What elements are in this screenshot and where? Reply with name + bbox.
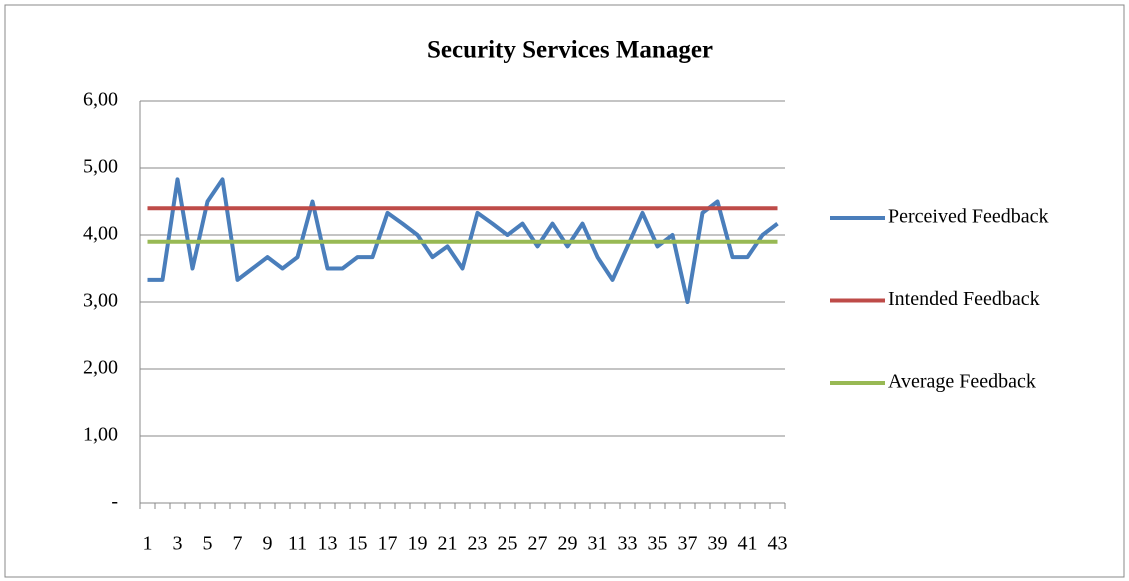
- x-tick-label: 25: [498, 533, 518, 555]
- y-tick-label: 2,00: [83, 357, 118, 379]
- x-tick-label: 31: [588, 533, 608, 555]
- x-tick-label: 17: [378, 533, 398, 555]
- x-tick-label: 23: [468, 533, 488, 555]
- y-tick-label: 6,00: [83, 89, 118, 111]
- x-tick-label: 21: [438, 533, 458, 555]
- x-tick-label: 5: [203, 533, 213, 555]
- x-tick-label: 43: [768, 533, 788, 555]
- x-tick-label: 29: [558, 533, 578, 555]
- x-tick-label: 7: [233, 533, 243, 555]
- x-tick-label: 27: [528, 533, 548, 555]
- x-tick-label: 3: [173, 533, 183, 555]
- chart-title: Security Services Manager: [427, 37, 713, 64]
- y-tick-label: 5,00: [83, 156, 118, 178]
- legend-label: Intended Feedback: [888, 288, 1040, 310]
- x-tick-label: 35: [648, 533, 668, 555]
- chart-frame: [4, 4, 1125, 578]
- x-tick-label: 9: [263, 533, 273, 555]
- x-tick-label: 33: [618, 533, 638, 555]
- y-tick-label: -: [111, 491, 118, 513]
- x-tick-label: 41: [738, 533, 758, 555]
- y-tick-label: 1,00: [83, 424, 118, 446]
- x-tick-label: 37: [678, 533, 698, 555]
- x-tick-label: 39: [708, 533, 728, 555]
- x-tick-label: 19: [408, 533, 428, 555]
- legend-label: Average Feedback: [888, 371, 1036, 393]
- data-line: [147, 177, 779, 304]
- y-tick-label: 4,00: [83, 223, 118, 245]
- x-tick-label: 13: [318, 533, 338, 555]
- x-tick-label: 15: [348, 533, 368, 555]
- y-tick-label: 3,00: [83, 290, 118, 312]
- x-tick-label: 11: [288, 533, 307, 555]
- x-tick-label: 1: [143, 533, 153, 555]
- legend-label: Perceived Feedback: [888, 206, 1048, 228]
